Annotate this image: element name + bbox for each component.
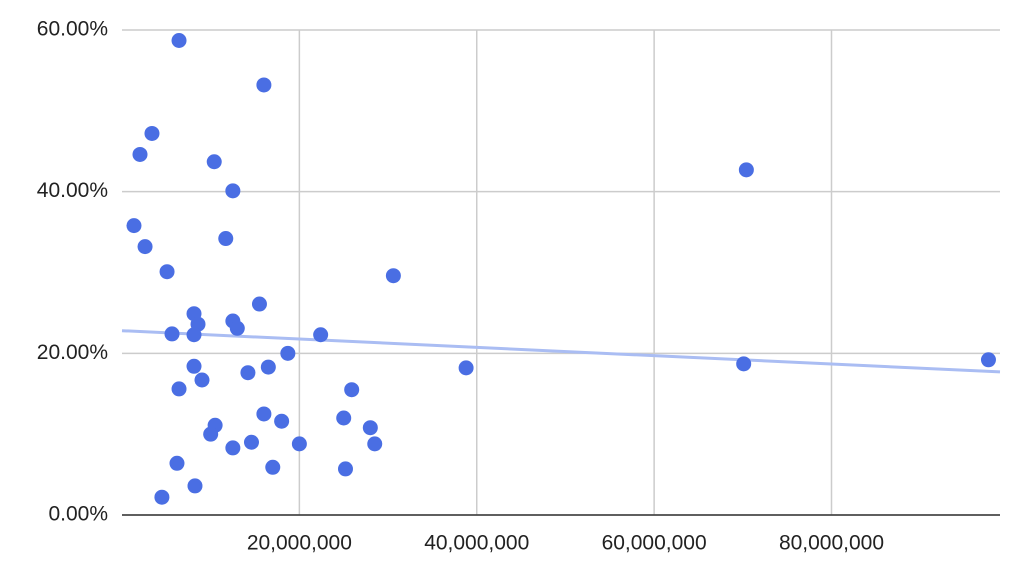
point [171,33,187,49]
point [154,489,170,505]
point [218,231,234,247]
point [203,426,219,442]
point [164,326,180,342]
point [186,327,202,343]
point [229,320,245,336]
point [144,125,160,141]
y-tick-label: 20.00% [37,341,108,364]
point [280,345,296,361]
point [367,436,383,452]
point [265,459,281,475]
point [132,146,148,162]
point [274,413,290,429]
point [137,239,153,255]
point [169,455,185,471]
point [187,478,203,494]
point [256,77,272,93]
point [251,296,267,312]
point [337,461,353,477]
point [362,420,378,436]
x-tick-label: 80,000,000 [779,532,884,555]
x-tick-label: 40,000,000 [424,532,529,555]
x-tick-label: 20,000,000 [247,532,352,555]
point [240,365,256,381]
point [291,436,307,452]
y-tick-label: 40.00% [37,179,108,202]
trendline [121,329,1001,374]
point [225,183,241,199]
point [980,352,996,368]
point [260,359,276,375]
y-tick-label: 0.00% [48,503,108,526]
point [159,264,175,280]
point [458,360,474,376]
point [385,268,401,284]
point [194,372,210,388]
point [126,218,142,234]
point [243,434,259,450]
x-tick-label: 60,000,000 [602,532,707,555]
y-tick-label: 60.00% [37,18,108,41]
point [171,381,187,397]
point [186,358,202,374]
point [313,327,329,343]
point [344,382,360,398]
point [206,154,222,170]
point [225,440,241,456]
point [736,356,752,372]
point [256,406,272,422]
point [738,162,754,178]
point [336,410,352,426]
